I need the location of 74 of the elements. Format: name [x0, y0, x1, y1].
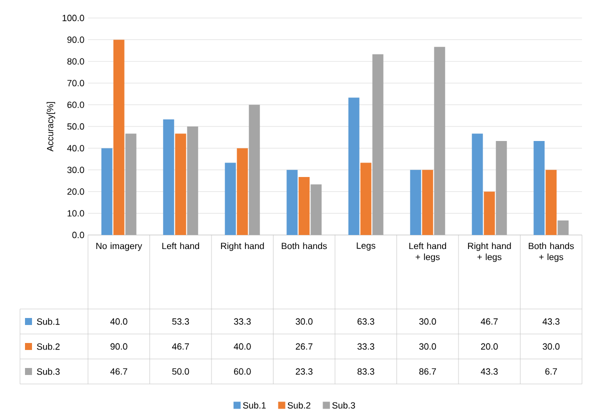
bar — [472, 134, 483, 235]
data-label: 30.0 — [419, 343, 436, 350]
data-label: 23.3 — [296, 368, 312, 375]
data-label: 30.0 — [542, 343, 560, 350]
data-label: 30.0 — [419, 318, 436, 325]
bar — [236, 148, 248, 235]
y-tick-label: 10.0 — [68, 210, 84, 216]
bar — [546, 170, 557, 235]
bar — [434, 46, 446, 235]
text: Sub.2 — [288, 402, 310, 409]
data-label: 43.3 — [542, 318, 560, 325]
legend-label: Sub.1 — [36, 318, 60, 325]
data-label: 26.7 — [296, 343, 312, 350]
x-tick-label: Right hand + legs — [468, 242, 511, 262]
bar — [310, 184, 322, 235]
y-tick-label: 0.0 — [72, 232, 84, 238]
data-label: 60.0 — [234, 368, 251, 375]
y-tick-label: 90.0 — [67, 36, 84, 43]
bar — [101, 148, 112, 235]
x-tick-label: Left hand — [162, 242, 200, 250]
bar — [558, 220, 569, 235]
bar — [422, 170, 434, 235]
data-label: 63.3 — [358, 318, 374, 325]
bar — [163, 119, 174, 235]
y-tick-label: 20.0 — [67, 188, 84, 195]
bar — [360, 162, 372, 235]
data-label: 46.7 — [480, 318, 498, 325]
bar — [348, 98, 360, 235]
y-tick-label: 70.0 — [67, 80, 84, 86]
data-label: 90.0 — [110, 343, 128, 350]
data-label: 20.0 — [481, 343, 498, 350]
bar — [286, 170, 298, 235]
x-tick-label: Both hands — [282, 242, 327, 250]
text: Sub.1 — [243, 402, 266, 409]
data-label: 50.0 — [172, 368, 190, 375]
data-label: 40.0 — [234, 343, 251, 350]
x-tick-label: No imagery — [96, 242, 142, 251]
x-tick-label: Right hand — [221, 242, 264, 251]
data-label: 6.7 — [545, 368, 557, 375]
bar — [484, 192, 495, 235]
legend-label: Sub.2 — [36, 343, 60, 350]
text: Sub.3 — [332, 402, 356, 409]
y-tick-label: 60.0 — [67, 102, 84, 108]
bar — [224, 162, 236, 235]
data-label: 53.3 — [172, 318, 189, 325]
y-tick-label: 30.0 — [67, 166, 84, 174]
y-axis-title: Accuracy[%] — [46, 102, 56, 152]
bar — [298, 177, 310, 235]
y-tick-label: 80.0 — [67, 58, 84, 65]
bar — [113, 40, 124, 235]
bar — [496, 141, 507, 235]
data-label: 33.3 — [357, 343, 374, 350]
data-label: 43.3 — [480, 368, 498, 375]
legend-label: Sub.3 — [36, 368, 60, 375]
x-tick-label: Legs — [356, 242, 376, 251]
data-label: 83.3 — [358, 368, 374, 375]
x-tick-label: Left hand + legs — [409, 242, 446, 262]
data-label: 46.7 — [110, 368, 128, 375]
y-tick-label: 40.0 — [67, 145, 84, 152]
bar — [534, 141, 545, 235]
data-label: 40.0 — [110, 318, 128, 325]
bar — [248, 104, 260, 235]
data-label: 30.0 — [296, 318, 313, 325]
y-tick-label: 100.0 — [62, 14, 84, 22]
bar — [410, 170, 422, 235]
data-label: 33.3 — [234, 318, 251, 325]
y-tick-label: 50.0 — [67, 123, 84, 130]
bar — [125, 134, 136, 235]
bar — [187, 126, 198, 235]
data-label: 46.7 — [172, 343, 189, 350]
bar — [175, 134, 186, 235]
data-label: 86.7 — [419, 368, 436, 375]
bar — [372, 54, 384, 235]
x-tick-label: Both hands + legs — [528, 242, 574, 262]
